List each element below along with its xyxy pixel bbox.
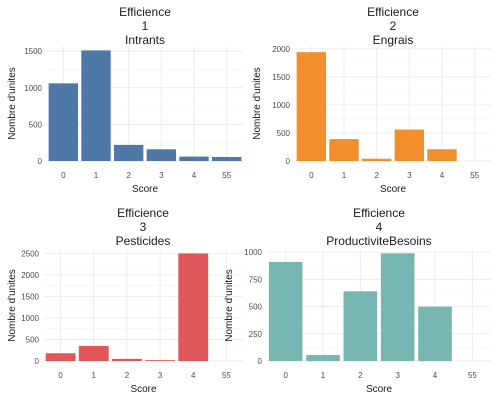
chart-title-line-1: Efficience: [117, 206, 169, 220]
chart-panel-4: 0 250 500 750 1000 0 1 2 3 4 55 Score Nombre d'unite…: [224, 206, 491, 395]
y-tick-label: 2500: [21, 249, 39, 258]
bar-2: [361, 158, 392, 161]
y-tick-label: 0: [38, 157, 43, 166]
bar-2: [113, 144, 144, 161]
bar-3: [145, 360, 176, 361]
chart-title-line-3: Engrais: [373, 33, 414, 47]
y-tick-label: 250: [249, 330, 263, 339]
y-tick-label: 750: [249, 275, 263, 284]
y-axis-label: Nombre d'unites: [7, 67, 18, 140]
bar-3: [380, 253, 415, 361]
bar-4: [179, 156, 209, 161]
y-tick-label: 1000: [272, 101, 290, 110]
x-tick-label: 55: [468, 371, 477, 380]
x-tick-label: 55: [222, 171, 231, 180]
bar-0: [45, 353, 76, 361]
x-tick-label: 55: [222, 371, 231, 380]
chart-title-line-1: Efficience: [353, 206, 405, 220]
x-tick-label: 0: [61, 171, 66, 180]
bar-2: [111, 358, 142, 361]
y-axis-label: Nombre d'unites: [252, 67, 263, 140]
chart-title-line-1: Efficience: [119, 5, 171, 19]
y-tick-label: 0: [258, 357, 263, 366]
chart-panel-1: 0 500 1000 1500 0 1 2 3 4 55 Score Nombre d'unites E…: [7, 5, 243, 195]
y-axis-label: Nombre d'unites: [7, 269, 18, 342]
x-axis-label: Score: [132, 184, 159, 195]
x-tick-label: 3: [407, 171, 412, 180]
y-tick-label: 1500: [21, 292, 39, 301]
x-axis-label: Score: [380, 184, 407, 195]
x-tick-label: 3: [395, 371, 400, 380]
y-tick-label: 2000: [272, 45, 290, 54]
y-tick-label: 1000: [21, 314, 39, 323]
x-tick-label: 0: [309, 171, 314, 180]
x-tick-label: 4: [192, 171, 197, 180]
x-tick-label: 2: [358, 371, 363, 380]
x-tick-label: 1: [321, 371, 326, 380]
x-tick-label: 4: [440, 171, 445, 180]
bar-4: [427, 149, 457, 161]
chart-title-line-3: ProductiviteBesoins: [326, 234, 431, 248]
bar-3: [394, 129, 425, 161]
chart-title-line-2: 3: [140, 220, 147, 234]
chart-panel-3: 0 500 1000 1500 2000 2500 0 1 2 3 4 55 Score Nombre d…: [7, 206, 243, 395]
bar-1: [78, 345, 109, 361]
y-tick-label: 1500: [272, 73, 290, 82]
chart-title-line-2: 1: [142, 19, 149, 33]
x-tick-label: 2: [126, 171, 131, 180]
x-tick-label: 1: [92, 371, 97, 380]
chart-panel-2: 0 500 1000 1500 2000 0 1 2 3 4 55 Score Nombre d'uni…: [252, 5, 491, 195]
chart-title-line-3: Pesticides: [116, 234, 171, 248]
bar-4: [178, 253, 209, 361]
x-tick-label: 0: [283, 371, 288, 380]
x-axis-label: Score: [130, 384, 157, 395]
chart-title-line-3: Intrants: [125, 33, 165, 47]
chart-title-line-2: 4: [376, 220, 383, 234]
y-tick-label: 0: [35, 357, 40, 366]
bar-3: [146, 149, 177, 161]
y-tick-label: 500: [277, 129, 291, 138]
bar-4: [418, 306, 452, 361]
bar-55: [211, 156, 242, 161]
y-tick-label: 1000: [24, 84, 42, 93]
chart-title-line-1: Efficience: [367, 5, 419, 19]
x-tick-label: 55: [470, 171, 479, 180]
y-tick-label: 1000: [244, 248, 262, 257]
x-tick-label: 1: [342, 171, 347, 180]
x-tick-label: 4: [191, 371, 196, 380]
bar-0: [48, 83, 79, 161]
x-tick-label: 4: [433, 371, 438, 380]
y-tick-label: 500: [26, 335, 40, 344]
y-tick-label: 500: [29, 120, 43, 129]
x-tick-label: 0: [58, 371, 63, 380]
x-tick-label: 3: [159, 171, 164, 180]
bar-1: [81, 50, 111, 161]
chart-title-line-2: 2: [390, 19, 397, 33]
x-tick-label: 2: [374, 171, 379, 180]
x-axis-label: Score: [366, 384, 393, 395]
y-tick-label: 1500: [24, 47, 42, 56]
y-axis-label: Nombre d'unites: [224, 269, 235, 342]
bar-1: [329, 139, 359, 161]
y-tick-label: 0: [286, 157, 291, 166]
bar-2: [343, 291, 378, 361]
bar-1: [306, 355, 340, 361]
x-tick-label: 3: [158, 371, 163, 380]
y-tick-label: 2000: [21, 271, 39, 280]
x-tick-label: 1: [94, 171, 99, 180]
bar-0: [268, 261, 303, 361]
bar-0: [296, 52, 327, 161]
x-tick-label: 2: [125, 371, 130, 380]
y-tick-label: 500: [249, 303, 263, 312]
